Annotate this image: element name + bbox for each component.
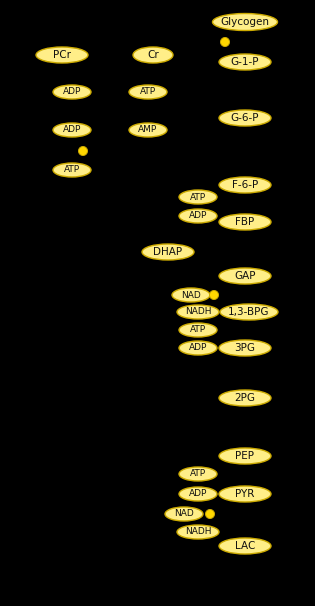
Text: 2PG: 2PG [234,393,255,403]
Text: GAP: GAP [234,271,256,281]
Text: ATP: ATP [140,87,156,96]
Circle shape [205,510,215,519]
Ellipse shape [133,47,173,63]
Ellipse shape [172,288,210,302]
Ellipse shape [179,487,217,501]
Text: ATP: ATP [64,165,80,175]
Ellipse shape [165,507,203,521]
Ellipse shape [129,85,167,99]
Text: Cr: Cr [147,50,159,60]
Ellipse shape [177,525,219,539]
Text: PCr: PCr [53,50,71,60]
Text: PEP: PEP [236,451,255,461]
Ellipse shape [213,13,278,30]
Text: F-6-P: F-6-P [232,180,258,190]
Text: AMP: AMP [138,125,158,135]
Ellipse shape [179,209,217,223]
Ellipse shape [53,163,91,177]
Text: ATP: ATP [190,325,206,335]
Text: ADP: ADP [189,211,207,221]
Ellipse shape [129,123,167,137]
Text: 1,3-BPG: 1,3-BPG [228,307,270,317]
Text: NAD: NAD [181,290,201,299]
Circle shape [209,290,219,299]
Ellipse shape [219,177,271,193]
Text: NADH: NADH [185,307,211,316]
Ellipse shape [53,85,91,99]
Text: LAC: LAC [235,541,255,551]
Ellipse shape [219,448,271,464]
Ellipse shape [179,467,217,481]
Text: ADP: ADP [63,125,81,135]
Ellipse shape [220,304,278,320]
Text: 3PG: 3PG [234,343,255,353]
Text: ADP: ADP [189,344,207,353]
Ellipse shape [219,390,271,406]
Ellipse shape [177,305,219,319]
Ellipse shape [53,123,91,137]
Ellipse shape [219,538,271,554]
Text: NADH: NADH [185,527,211,536]
Text: ATP: ATP [190,193,206,202]
Text: G-1-P: G-1-P [231,57,259,67]
Ellipse shape [219,486,271,502]
Ellipse shape [36,47,88,63]
Text: G-6-P: G-6-P [231,113,259,123]
Text: NAD: NAD [174,510,194,519]
Text: DHAP: DHAP [153,247,183,257]
Ellipse shape [179,341,217,355]
Ellipse shape [179,190,217,204]
Text: PYR: PYR [235,489,255,499]
Text: Glycogen: Glycogen [220,17,270,27]
Text: ADP: ADP [63,87,81,96]
Text: FBP: FBP [235,217,255,227]
Ellipse shape [179,323,217,337]
Circle shape [78,147,88,156]
Ellipse shape [142,244,194,260]
Text: ATP: ATP [190,470,206,479]
Ellipse shape [219,340,271,356]
Ellipse shape [219,214,271,230]
Circle shape [220,38,230,47]
Text: ADP: ADP [189,490,207,499]
Ellipse shape [219,54,271,70]
Ellipse shape [219,268,271,284]
Ellipse shape [219,110,271,126]
